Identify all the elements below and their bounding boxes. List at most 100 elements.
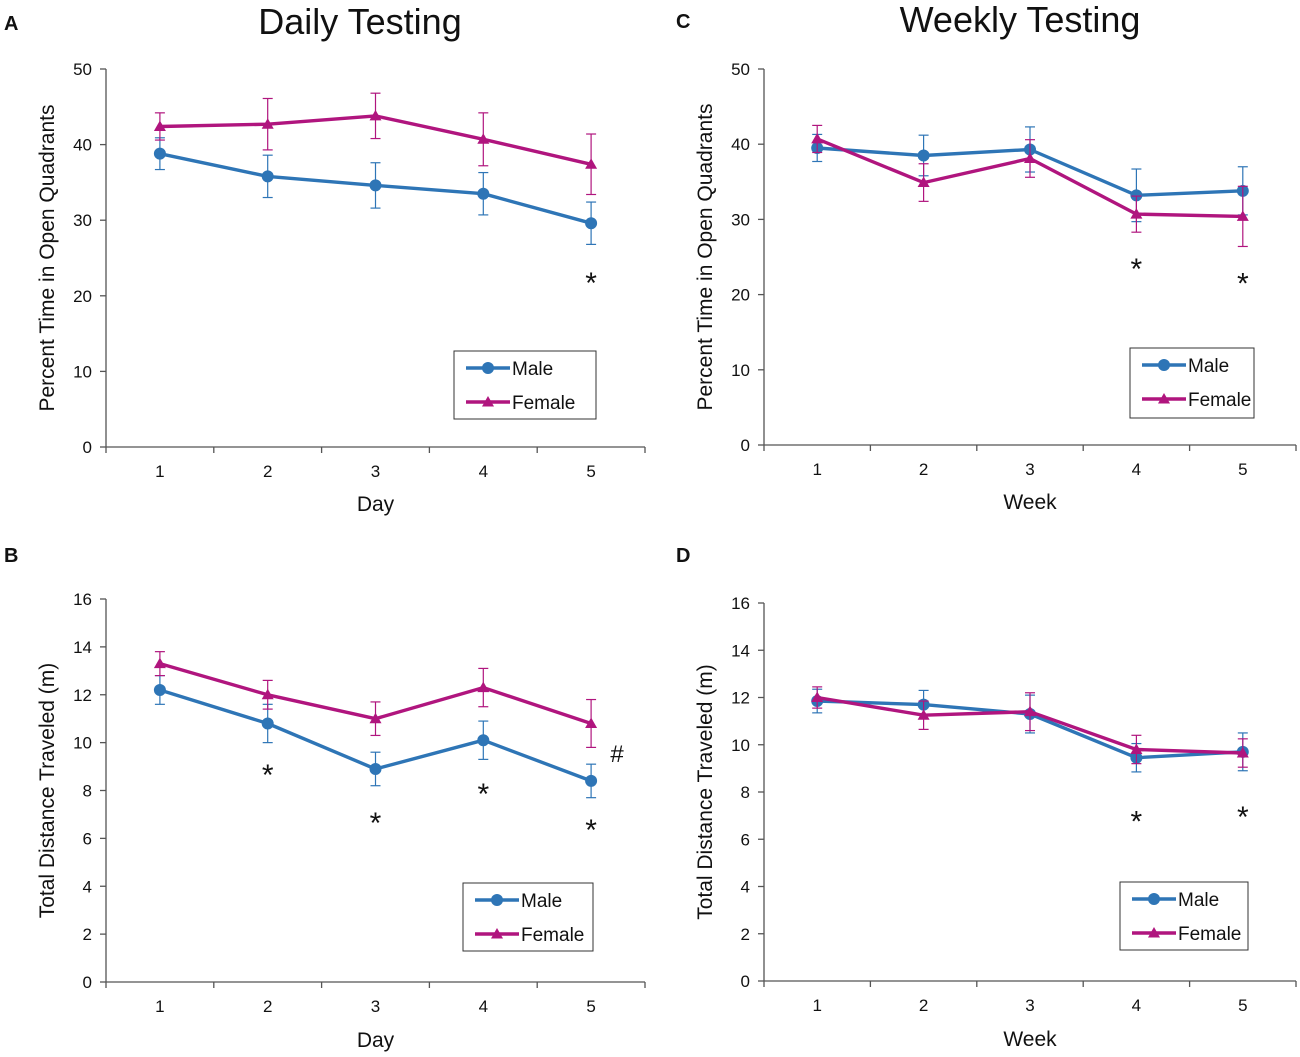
female-point xyxy=(261,118,274,129)
y-tick-label: 20 xyxy=(73,287,92,306)
male-point xyxy=(369,179,382,192)
female-point xyxy=(1024,705,1036,717)
y-tick-label: 40 xyxy=(731,135,750,154)
legend-box xyxy=(1129,347,1255,419)
legend: Male Female xyxy=(462,882,594,952)
significance-asterisk: * xyxy=(477,778,489,811)
male-series xyxy=(153,674,598,799)
x-tick-label: 5 xyxy=(1238,996,1247,1015)
female-point xyxy=(1236,210,1249,221)
legend: Male Female xyxy=(453,350,597,420)
legend: Male Female xyxy=(1119,881,1249,951)
female-series xyxy=(153,92,598,196)
y-tick-label: 16 xyxy=(73,590,92,609)
female-series xyxy=(811,686,1249,768)
female-point xyxy=(917,176,930,188)
weekly-testing-title: Weekly Testing xyxy=(900,0,1141,40)
y-tick-label: 0 xyxy=(741,436,750,455)
significance-asterisk: * xyxy=(1237,801,1249,834)
male-point xyxy=(153,683,166,696)
significance-asterisk: * xyxy=(585,814,597,847)
legend-male-marker xyxy=(482,362,494,374)
significance-asterisk: * xyxy=(262,759,274,792)
y-tick-label: 2 xyxy=(741,925,750,944)
y-tick-label: 12 xyxy=(73,686,92,705)
y-tick-label: 2 xyxy=(83,925,92,944)
panel-a-letter: A xyxy=(4,13,18,35)
legend-male-marker xyxy=(491,894,503,906)
y-tick-label: 16 xyxy=(731,594,750,613)
x-tick-label: 1 xyxy=(812,460,821,479)
x-axis-title: Week xyxy=(1003,491,1057,514)
y-tick-label: 6 xyxy=(83,829,92,848)
x-axis-title: Day xyxy=(357,493,395,516)
female-point xyxy=(369,109,382,121)
y-tick-label: 6 xyxy=(741,830,750,849)
legend-male-marker xyxy=(1148,893,1160,905)
female-series xyxy=(811,124,1249,248)
male-point xyxy=(153,147,166,160)
female-point xyxy=(477,681,490,693)
daily-testing-title: Daily Testing xyxy=(258,1,461,42)
significance-asterisk: * xyxy=(1131,806,1143,839)
y-tick-label: 40 xyxy=(73,136,92,155)
female-point xyxy=(261,688,274,700)
male-point xyxy=(585,217,598,230)
y-tick-label: 30 xyxy=(731,210,750,229)
y-tick-label: 14 xyxy=(731,641,750,660)
legend-box xyxy=(462,882,594,952)
legend-female-marker xyxy=(1148,927,1160,938)
x-tick-label: 3 xyxy=(1025,996,1034,1015)
female-point xyxy=(1024,152,1036,163)
female-point xyxy=(477,133,490,144)
female-point xyxy=(153,657,166,669)
x-tick-label: 4 xyxy=(479,997,488,1016)
y-tick-label: 0 xyxy=(83,438,92,457)
significance-hash: # xyxy=(610,741,624,768)
panel-c-chart: C 0 10 20 30 40 50 1 2 3 4 5 Week Percent Time in Op… xyxy=(676,11,1297,514)
y-tick-label: 8 xyxy=(83,782,92,801)
y-tick-label: 0 xyxy=(83,973,92,992)
y-tick-label: 10 xyxy=(73,734,92,753)
x-tick-label: 3 xyxy=(371,462,380,481)
male-point xyxy=(369,762,382,775)
y-axis-title: Total Distance Traveled (m) xyxy=(36,663,59,919)
y-axis-title: Percent Time in Open Quadrants xyxy=(694,104,717,411)
y-tick-label: 8 xyxy=(741,783,750,802)
female-point xyxy=(153,120,166,131)
legend: Male Female xyxy=(1129,347,1255,419)
legend-female-marker xyxy=(482,396,494,407)
y-tick-label: 4 xyxy=(83,877,92,896)
x-axis-title: Week xyxy=(1003,1028,1057,1051)
x-tick-label: 2 xyxy=(919,460,928,479)
panel-b-letter: B xyxy=(4,545,18,567)
x-tick-label: 5 xyxy=(1238,460,1247,479)
female-point xyxy=(1130,743,1143,754)
significance-asterisk: * xyxy=(1131,253,1143,286)
x-tick-label: 1 xyxy=(155,997,164,1016)
x-tick-label: 1 xyxy=(812,996,821,1015)
female-point xyxy=(811,132,824,144)
male-point xyxy=(261,170,274,183)
male-point xyxy=(477,734,490,747)
male-point xyxy=(917,149,930,162)
male-point xyxy=(585,774,598,787)
y-tick-label: 50 xyxy=(73,60,92,79)
female-series xyxy=(153,651,598,749)
x-tick-label: 2 xyxy=(919,996,928,1015)
x-tick-label: 3 xyxy=(371,997,380,1016)
x-axis-title: Day xyxy=(357,1029,395,1052)
female-point xyxy=(1130,208,1143,219)
legend-label-male: Male xyxy=(1188,356,1229,377)
female-point xyxy=(917,709,930,720)
x-tick-label: 3 xyxy=(1025,460,1034,479)
x-tick-label: 5 xyxy=(586,997,595,1016)
legend-box xyxy=(1119,881,1249,951)
significance-asterisk: * xyxy=(370,807,382,840)
y-axis-title: Total Distance Traveled (m) xyxy=(694,664,717,920)
legend-label-female: Female xyxy=(512,393,575,414)
male-point xyxy=(1130,189,1143,202)
